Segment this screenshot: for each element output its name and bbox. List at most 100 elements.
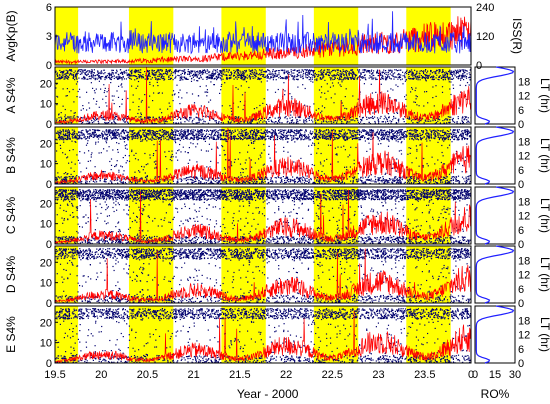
right-axis-label: ISS(R) (510, 18, 524, 54)
y-axis-label: A S4% (4, 77, 18, 113)
lt-tick-label: 0 (518, 119, 524, 131)
y-tick-label: 10 (40, 278, 52, 290)
ro-frame (474, 305, 516, 364)
y-tick-label: 10 (40, 338, 52, 350)
ro-profile (474, 66, 516, 125)
y-tick-label: 0 (46, 358, 52, 370)
lt-tick-label: 0 (518, 179, 524, 191)
lt-tick-label: 18 (518, 315, 530, 327)
y-tick-label: 0 (46, 119, 52, 131)
y-tick-label: 10 (40, 99, 52, 111)
x-tick-label: 21.5 (229, 369, 250, 381)
x-tick-label: 21 (188, 369, 200, 381)
panel-frame (54, 186, 472, 245)
x-tick-label: 0 (468, 369, 474, 381)
lt-scatter (55, 129, 471, 184)
y-tick-label: 0 (46, 239, 52, 251)
ro-frame (474, 186, 516, 245)
lt-tick-label: 6 (518, 105, 524, 117)
panel-b (54, 126, 472, 185)
panel-plot-area (55, 306, 471, 363)
lt-scatter (55, 248, 471, 303)
iss-line (55, 16, 471, 65)
panel-e (54, 305, 472, 364)
lt-axis-label: LT (hr) (538, 257, 550, 292)
highlight-band (55, 246, 79, 303)
lt-scatter (55, 308, 471, 363)
y-tick-label: 0 (46, 179, 52, 191)
ro-axis-label: RO% (481, 387, 510, 401)
y-tick-label: 0 (46, 298, 52, 310)
panel-frame (54, 245, 472, 304)
ro-profile (474, 186, 516, 245)
lt-tick-label: 12 (518, 91, 530, 103)
panel-plot-area (55, 187, 471, 244)
y-tick-label: 6 (46, 2, 52, 14)
lt-tick-label: 0 (518, 358, 524, 370)
ro-frame (474, 126, 516, 185)
lt-axis-label: LT (hr) (538, 317, 550, 352)
y-tick-label: 0 (46, 60, 52, 72)
right-tick-label: 0 (476, 60, 482, 72)
y-tick-label: 20 (40, 198, 52, 210)
lt-tick-label: 18 (518, 255, 530, 267)
highlight-band (55, 187, 79, 244)
lt-tick-label: 0 (518, 239, 524, 251)
ro-frame (474, 66, 516, 125)
x-axis-label: Year - 2000 (237, 387, 299, 401)
x-tick-label: 23.5 (414, 369, 435, 381)
highlight-band (128, 127, 174, 184)
y-tick-label: 20 (40, 78, 52, 90)
y-axis-label: D S4% (4, 256, 18, 294)
s4-line (55, 189, 471, 244)
lt-tick-label: 12 (518, 270, 530, 282)
lt-tick-label: 18 (518, 76, 530, 88)
ro-profile (474, 305, 516, 364)
panel-a (54, 66, 472, 125)
lt-tick-label: 12 (518, 330, 530, 342)
lt-tick-label: 12 (518, 211, 530, 223)
s4-line (55, 67, 471, 124)
y-tick-label: 20 (40, 317, 52, 329)
y-tick-label: 20 (40, 138, 52, 150)
panel-d (54, 245, 472, 304)
lt-tick-label: 0 (518, 298, 524, 310)
panel-plot-area (55, 127, 471, 184)
panel-frame (54, 66, 472, 125)
panel-frame (54, 126, 472, 185)
x-tick-label: 22.5 (322, 369, 343, 381)
y-tick-label: 10 (40, 219, 52, 231)
panel-c (54, 186, 472, 245)
lt-tick-label: 6 (518, 284, 524, 296)
highlight-band (55, 306, 79, 363)
x-tick-label: 20.5 (137, 369, 158, 381)
lt-tick-label: 12 (518, 151, 530, 163)
panel-plot-area (55, 246, 471, 303)
right-tick-label: 120 (476, 31, 494, 43)
y-tick-label: 20 (40, 257, 52, 269)
lt-axis-label: LT (hr) (538, 198, 550, 233)
s4-line (55, 310, 471, 363)
right-tick-label: 240 (476, 2, 494, 14)
ro-line (475, 245, 515, 304)
avgkp-line (55, 11, 471, 55)
x-tick-label: 22 (280, 369, 292, 381)
ro-profile (474, 126, 516, 185)
lt-axis-label: LT (hr) (538, 78, 550, 113)
ro-frame (474, 245, 516, 304)
panel-frame (54, 305, 472, 364)
ro-tick-label: 15 (489, 369, 501, 381)
y-axis-label: B S4% (4, 137, 18, 174)
y-axis-label: C S4% (4, 197, 18, 235)
y-tick-label: 3 (46, 31, 52, 43)
ro-line (475, 305, 515, 364)
y-axis-label: E S4% (4, 316, 18, 353)
lt-axis-label: LT (hr) (538, 138, 550, 173)
y-axis-label: AvgKp(B) (4, 10, 18, 61)
ro-profile (474, 245, 516, 304)
ro-tick-label: 30 (509, 369, 521, 381)
lt-tick-label: 18 (518, 136, 530, 148)
ro-tick-label: 0 (472, 369, 478, 381)
lt-tick-label: 18 (518, 196, 530, 208)
